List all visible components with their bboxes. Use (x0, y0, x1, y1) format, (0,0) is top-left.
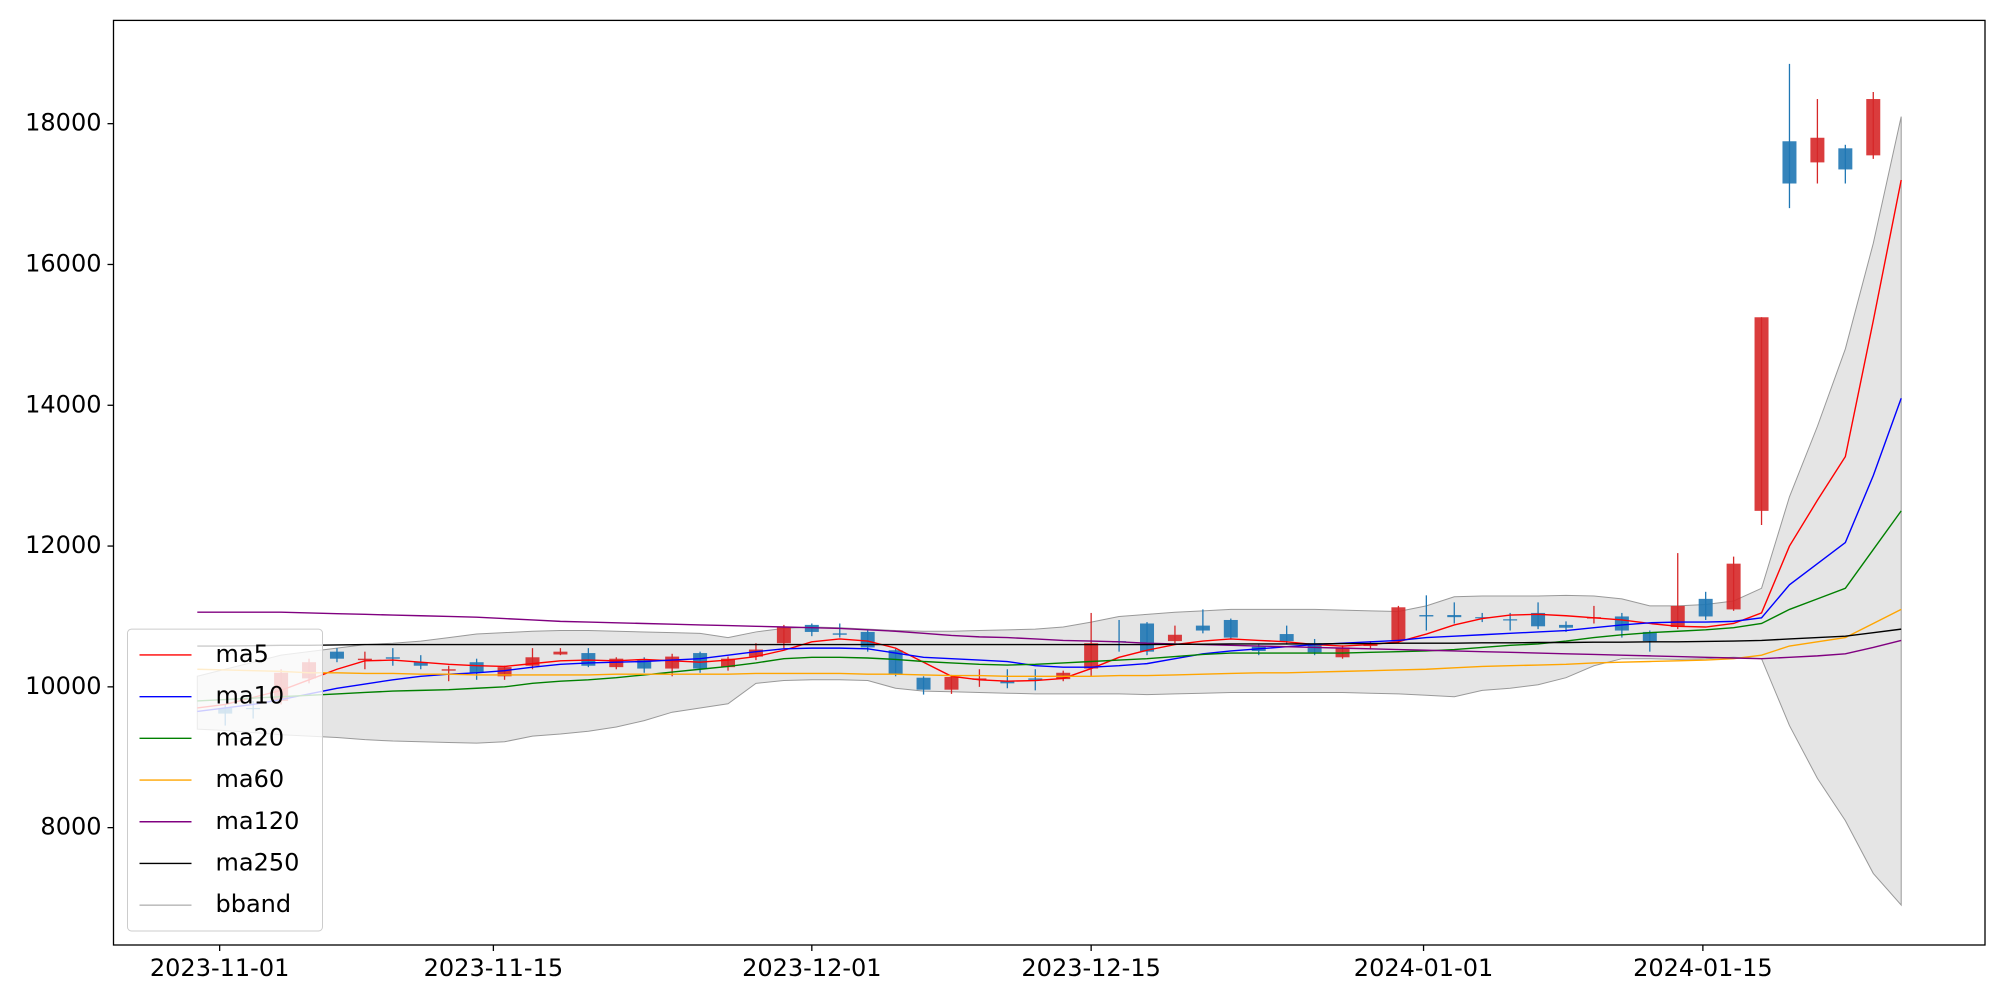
candle-body (637, 660, 652, 669)
candle-body (1754, 317, 1769, 511)
legend-box (127, 628, 323, 932)
candle-body (665, 656, 680, 669)
candle-body (776, 627, 791, 644)
candle-body (944, 676, 959, 690)
legend-label: ma250 (216, 848, 300, 876)
candle-body (1028, 678, 1043, 680)
legend-label: ma60 (216, 765, 285, 793)
candle-body (1838, 148, 1853, 170)
candle-body (860, 631, 875, 648)
candle-body (1642, 631, 1657, 642)
x-tick-label: 2023-11-15 (424, 954, 563, 982)
x-tick-label: 2023-12-15 (1021, 954, 1160, 982)
candle-body (1782, 141, 1797, 184)
candle-body (1447, 615, 1462, 618)
axes-frame (112, 19, 1986, 946)
candle-body (1140, 623, 1155, 652)
candle-body (1419, 615, 1434, 617)
ma-line (197, 628, 1902, 647)
legend: ma5 ma10 ma20 ma60 ma120 ma250 bband (127, 628, 323, 932)
candle-body (357, 658, 372, 661)
x-tick-label: 2023-11-01 (150, 954, 289, 982)
candle-body (469, 662, 484, 673)
candle-body (1195, 625, 1210, 631)
ma-line (197, 397, 1902, 713)
y-tick-label: 16000 (25, 249, 101, 277)
candle-body (1614, 616, 1629, 631)
candle-body (609, 658, 624, 668)
candle-body (497, 667, 512, 677)
legend-label: ma120 (216, 807, 300, 835)
candle-body (441, 669, 456, 671)
candle-body (1000, 681, 1015, 684)
x-tick-label: 2024-01-01 (1354, 954, 1493, 982)
candle-body (525, 657, 540, 666)
candle-body (1698, 598, 1713, 617)
candle-body (1223, 619, 1238, 638)
candle-body (832, 633, 847, 635)
candle-body (1726, 563, 1741, 610)
y-tick-label: 12000 (25, 531, 101, 559)
candle-body (1391, 607, 1406, 641)
candle-body (1670, 605, 1685, 628)
ma-line (197, 510, 1902, 702)
legend-label: bband (216, 890, 292, 918)
candle-body (413, 662, 428, 666)
candle-body (721, 658, 736, 668)
y-tick-label: 18000 (25, 109, 101, 137)
candle-body (1503, 619, 1518, 621)
candle-body (1866, 99, 1881, 156)
candle-body (329, 651, 344, 659)
y-tick-label: 8000 (40, 813, 101, 841)
x-tick-label: 2024-01-15 (1633, 954, 1772, 982)
candle-body (748, 649, 763, 657)
candle-body (1084, 643, 1099, 669)
candle-body (1475, 617, 1490, 619)
axes: 8000 10000 12000 14000 16000 18000 2023-11-01 2… (25, 19, 1986, 982)
x-tick-label: 2023-12-01 (742, 954, 881, 982)
candle-body (693, 653, 708, 669)
ma-line (197, 179, 1902, 709)
candle-body (1167, 634, 1182, 642)
ma-line (197, 611, 1902, 660)
candle-body (804, 624, 819, 632)
candle-body (1279, 634, 1294, 642)
y-tick-label: 10000 (25, 672, 101, 700)
candle-body (916, 677, 931, 690)
candle-body (553, 651, 568, 655)
candle-body (1335, 647, 1350, 658)
candle-body (385, 657, 400, 659)
legend-label: ma10 (216, 682, 285, 710)
legend-label: ma5 (216, 640, 269, 668)
ma-line (197, 608, 1902, 677)
legend-label: ma20 (216, 723, 285, 751)
y-tick-label: 14000 (25, 390, 101, 418)
candle-body (1531, 612, 1546, 627)
bollinger-band (196, 116, 1902, 907)
candle-body (888, 650, 903, 675)
plot-area (196, 63, 1902, 907)
candle-body (1810, 137, 1825, 163)
candle-body (1559, 624, 1574, 628)
